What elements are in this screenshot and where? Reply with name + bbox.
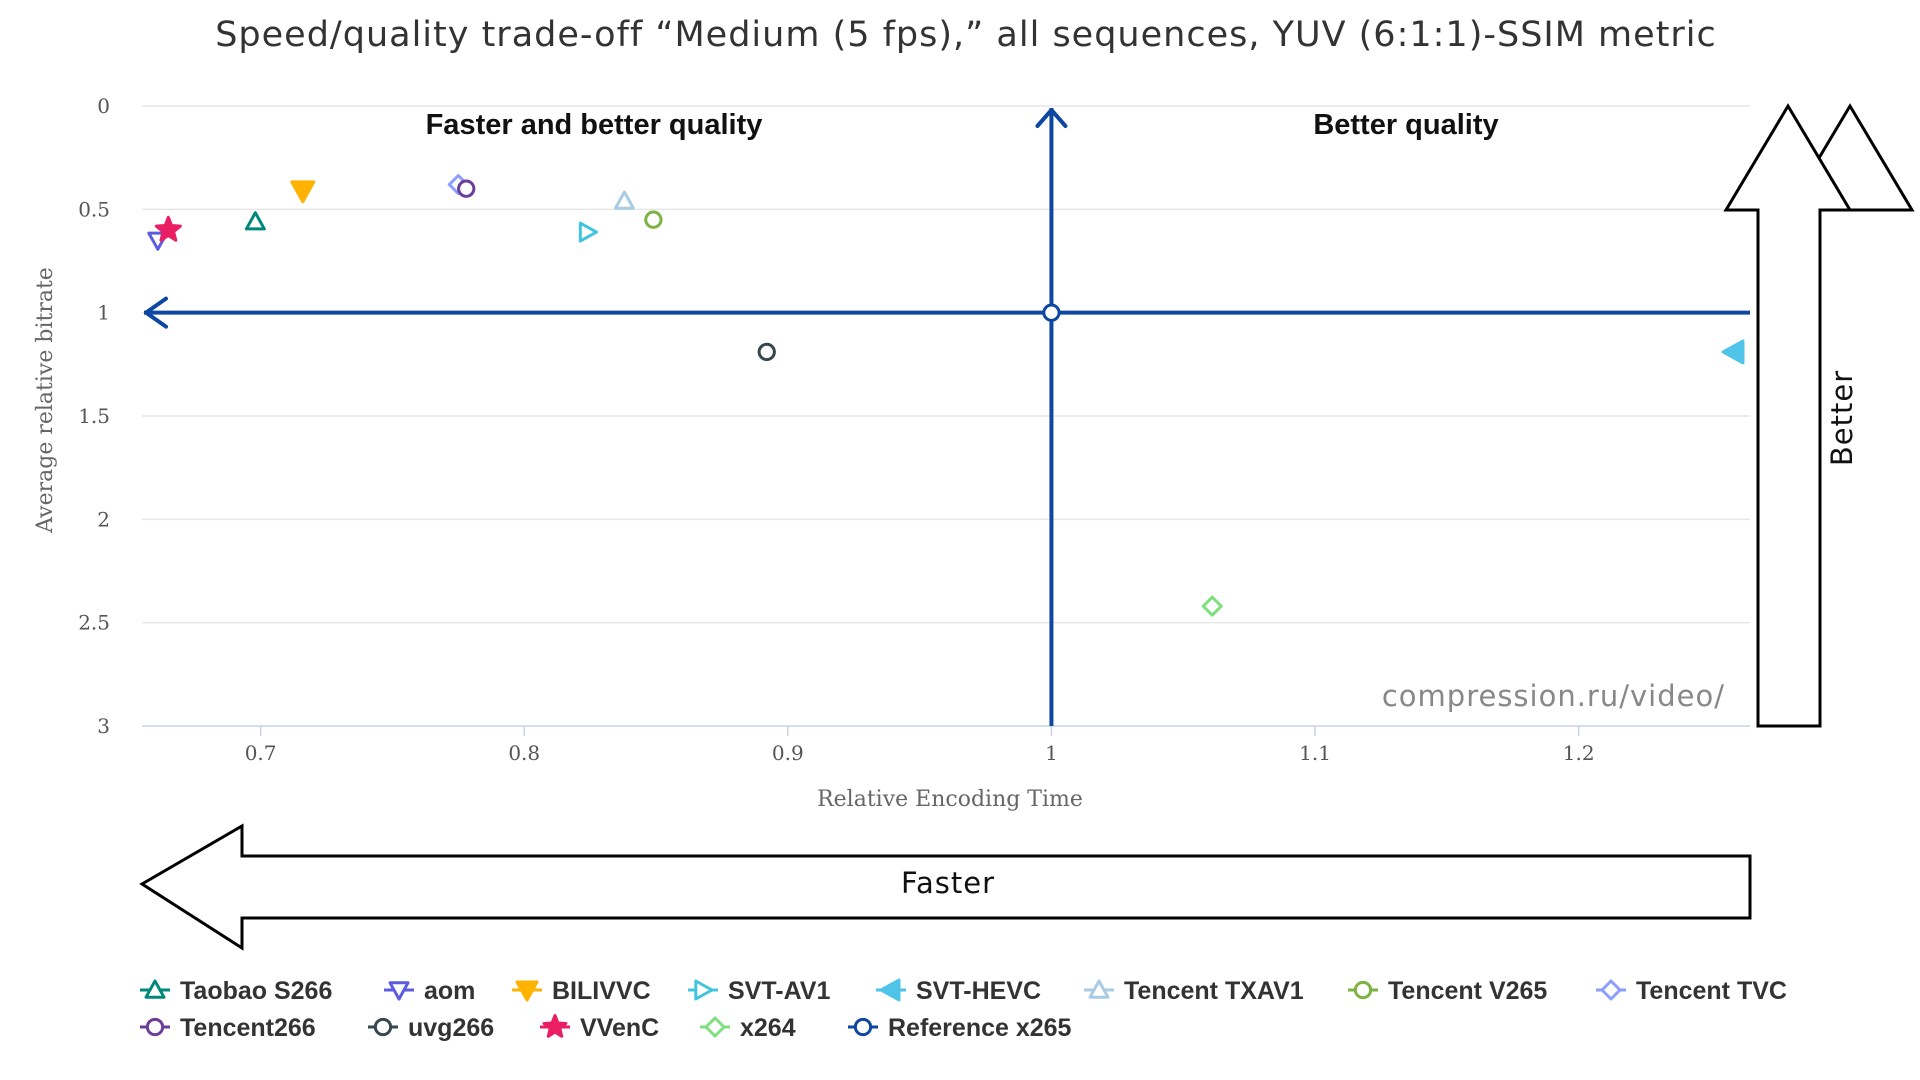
legend-label: Taobao S266 (180, 977, 332, 1005)
legend-item-x264[interactable]: x264 (700, 1014, 796, 1042)
legend[interactable]: Taobao S266 aom BILIVVC SVT-AV1 SVT-HEVC Tenc… (140, 977, 1787, 1042)
legend-marker (373, 1017, 393, 1037)
legend-label: SVT-HEVC (916, 977, 1041, 1005)
legend-label: SVT-AV1 (728, 977, 830, 1005)
faster-arrow (139, 823, 1752, 951)
x-tick-label: 0.7 (245, 741, 277, 765)
chart-title: Speed/quality trade-off “Medium (5 fps),… (215, 15, 1717, 55)
legend-marker (1353, 980, 1373, 1000)
data-point-taobao-s266 (244, 211, 266, 231)
y-axis-ticks: 0 0.5 1 1.5 2 2.5 3 (78, 94, 110, 738)
legend-label: VVenC (580, 1014, 659, 1042)
y-axis-title: Average relative bitrate (33, 267, 58, 534)
legend-marker (388, 981, 410, 1001)
data-point-reference-x265 (1042, 303, 1061, 322)
data-point-tencent-txav1 (613, 190, 635, 210)
legend-marker (1600, 979, 1622, 1001)
legend-item-tencent-txav1[interactable]: Tencent TXAV1 (1084, 977, 1304, 1005)
data-point-bilivvc (290, 180, 316, 204)
reference-lines (144, 108, 1750, 726)
legend-marker (542, 1014, 568, 1038)
legend-item-bilivvc[interactable]: BILIVVC (512, 977, 651, 1005)
legend-item-taobao-s266[interactable]: Taobao S266 (140, 977, 332, 1005)
legend-marker (515, 980, 539, 1002)
x-tick-label: 0.8 (508, 741, 540, 765)
x-tick-label: 1 (1045, 741, 1058, 765)
legend-label: aom (424, 977, 475, 1005)
x-tick-label: 0.9 (772, 741, 804, 765)
data-point-x264 (1201, 595, 1223, 617)
legend-label: Tencent TXAV1 (1124, 977, 1304, 1005)
data-point-tencent-v265 (644, 210, 663, 229)
reference-up-arrowhead (1035, 108, 1068, 128)
legend-label: Tencent TVC (1636, 977, 1787, 1005)
data-point-svt-hevc (1721, 339, 1745, 365)
data-point-tencent266 (457, 179, 476, 198)
legend-marker (694, 979, 714, 1001)
data-point-vvenc (154, 215, 182, 242)
y-tick-label: 3 (97, 714, 110, 738)
better-arrow-label: Better (1825, 370, 1859, 466)
legend-item-vvenc[interactable]: VVenC (540, 1014, 659, 1042)
reference-left-arrowhead (144, 296, 168, 329)
legend-marker (144, 979, 166, 999)
quadrant-label-better: Better quality (1313, 109, 1498, 141)
y-tick-label: 1 (97, 301, 110, 325)
faster-arrow-label: Faster (901, 866, 995, 900)
legend-label: x264 (740, 1014, 796, 1042)
legend-marker (145, 1017, 165, 1037)
data-point-uvg266 (757, 342, 776, 362)
legend-item-svt-hevc[interactable]: SVT-HEVC (876, 977, 1041, 1005)
legend-item-tencent266[interactable]: Tencent266 (140, 1014, 316, 1042)
x-tick-label: 1.1 (1299, 741, 1331, 765)
y-tick-label: 0.5 (78, 197, 110, 221)
legend-label: BILIVVC (552, 977, 651, 1005)
legend-item-tencent-tvc[interactable]: Tencent TVC (1596, 977, 1787, 1005)
legend-item-uvg266[interactable]: uvg266 (368, 1014, 494, 1042)
y-tick-label: 0 (97, 94, 110, 118)
legend-label: Tencent V265 (1388, 977, 1547, 1005)
legend-marker (879, 978, 901, 1002)
legend-item-svt-av1[interactable]: SVT-AV1 (688, 977, 830, 1005)
data-point-svt-av1 (578, 221, 598, 243)
x-axis-title: Relative Encoding Time (817, 787, 1083, 812)
better-arrow (1723, 103, 1853, 728)
legend-item-tencent-v265[interactable]: Tencent V265 (1348, 977, 1547, 1005)
x-axis-ticks: 0.7 0.8 0.9 1 1.1 1.2 (245, 726, 1595, 765)
grid (142, 105, 1750, 727)
legend-marker (853, 1017, 873, 1037)
y-tick-label: 1.5 (78, 404, 110, 428)
legend-marker (704, 1016, 726, 1038)
data-points (147, 174, 1745, 617)
legend-marker (1088, 979, 1110, 999)
x-tick-label: 1.2 (1563, 741, 1595, 765)
y-tick-label: 2.5 (78, 611, 110, 635)
legend-label: uvg266 (408, 1014, 494, 1042)
legend-item-aom[interactable]: aom (384, 977, 475, 1005)
legend-item-reference-x265[interactable]: Reference x265 (848, 1014, 1072, 1042)
legend-label: Tencent266 (180, 1014, 316, 1042)
watermark: compression.ru/video/ (1382, 679, 1725, 713)
y-tick-label: 2 (97, 507, 110, 531)
quadrant-label-faster-better: Faster and better quality (426, 109, 763, 141)
legend-label: Reference x265 (888, 1014, 1072, 1042)
